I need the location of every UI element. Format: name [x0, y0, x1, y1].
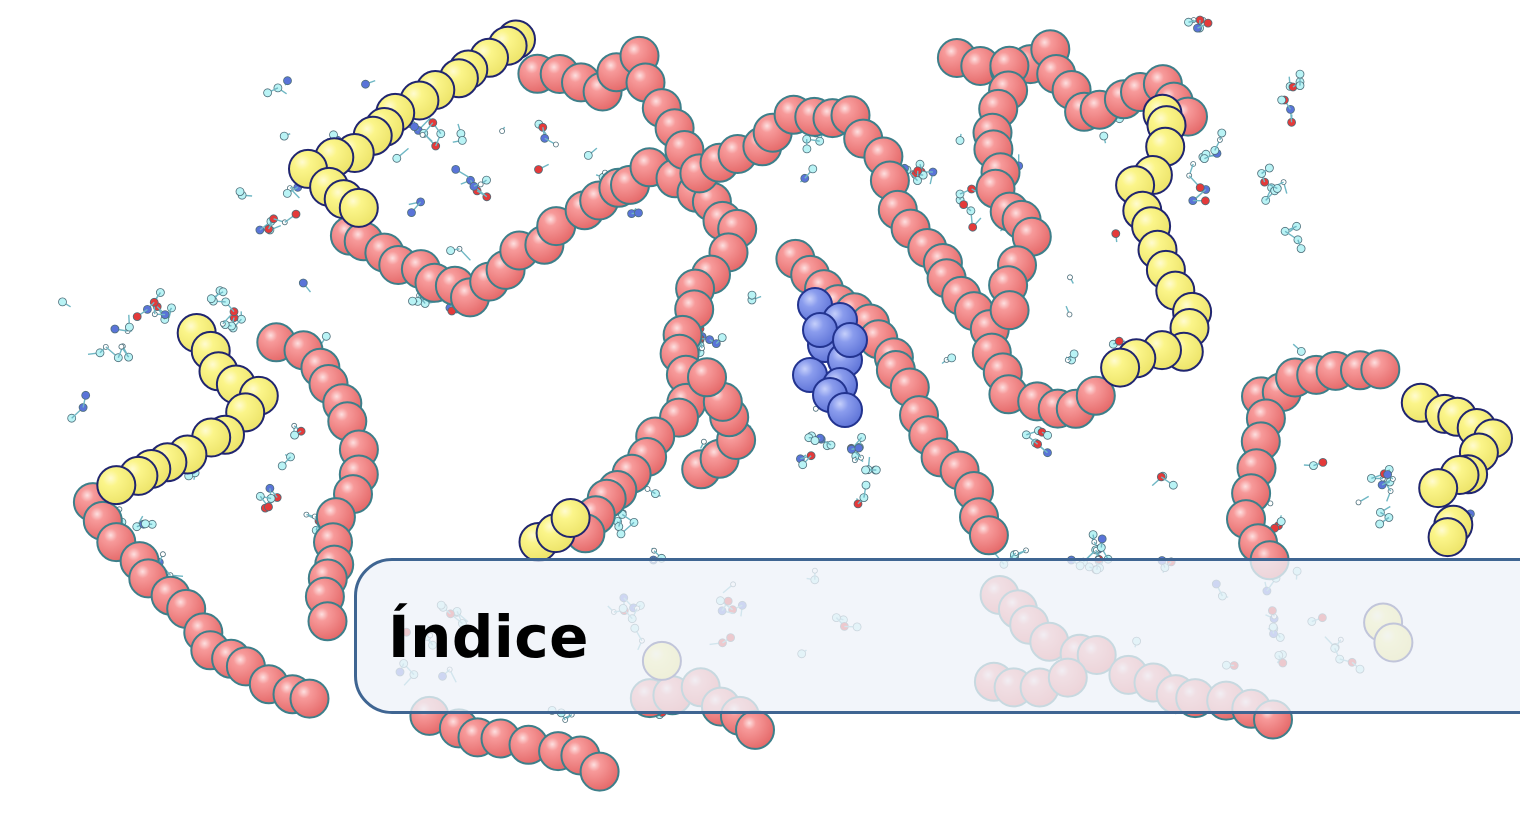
base-atom	[124, 322, 134, 332]
base-atom	[1111, 229, 1121, 239]
base-atom	[392, 153, 402, 163]
base-atom	[408, 296, 417, 306]
base-atom	[798, 460, 808, 470]
base-atom	[206, 294, 216, 304]
base-atom	[1067, 274, 1073, 281]
dna-backbone-spheres	[72, 29, 1401, 792]
base-atom	[290, 430, 300, 440]
backbone-sphere	[289, 678, 330, 719]
base-atom	[534, 165, 543, 174]
base-atom	[1295, 69, 1305, 79]
base-atom	[1276, 517, 1286, 526]
base-atom	[1069, 349, 1079, 359]
base-atom	[264, 502, 273, 512]
base-atom	[854, 443, 864, 453]
base-atom	[861, 480, 871, 490]
base-atom	[1318, 457, 1328, 467]
backbone-sphere	[989, 290, 1030, 331]
base-atom	[1217, 128, 1227, 138]
base-atom	[159, 551, 166, 558]
backbone-sphere	[579, 751, 620, 792]
terminal-sphere	[338, 187, 379, 228]
base-atom	[499, 128, 506, 135]
base-atom	[140, 519, 150, 529]
base-atom	[277, 461, 287, 471]
backbone-sphere	[307, 601, 348, 642]
base-atom	[1201, 196, 1210, 206]
terminal-sphere	[96, 465, 137, 506]
backbone-sphere	[735, 709, 775, 750]
base-atom	[968, 222, 978, 232]
base-atom	[717, 333, 727, 343]
base-atom	[409, 122, 419, 131]
base-atom	[282, 188, 292, 198]
ligand-sphere	[832, 322, 868, 358]
base-atom	[446, 246, 456, 256]
base-atom	[407, 208, 416, 218]
backbone-sphere	[687, 357, 727, 398]
backbone-sphere	[1360, 349, 1401, 390]
base-atom	[235, 187, 245, 197]
base-atom	[1066, 311, 1073, 318]
terminal-sphere	[1100, 347, 1141, 388]
base-atom	[291, 209, 301, 219]
base-atom	[1296, 244, 1306, 254]
base-atom	[1097, 534, 1107, 544]
base-atom	[263, 88, 273, 98]
base-atom	[451, 164, 461, 174]
base-atom	[959, 200, 968, 210]
base-atom	[701, 438, 707, 445]
base-atom	[955, 136, 965, 145]
base-atom	[1043, 430, 1052, 440]
base-atom	[634, 208, 643, 218]
base-atom	[616, 529, 626, 539]
ligand-sphere	[802, 312, 838, 348]
chapter-title-box	[354, 558, 1520, 714]
backbone-sphere	[1075, 375, 1116, 416]
base-atom	[81, 390, 91, 400]
base-atom	[583, 150, 593, 160]
base-atom	[808, 164, 818, 174]
base-atom	[1203, 18, 1213, 28]
base-atom	[1296, 346, 1306, 356]
base-atom	[553, 141, 559, 148]
base-atom	[477, 181, 484, 188]
base-atom	[118, 343, 125, 350]
chapter-title: Índice	[388, 603, 589, 671]
base-atom	[1277, 95, 1287, 105]
base-atom	[644, 486, 651, 492]
base-atom	[279, 131, 289, 141]
base-atom	[1099, 131, 1109, 141]
base-atom	[947, 353, 957, 363]
base-atom	[321, 331, 331, 341]
ligand-sphere	[827, 392, 863, 428]
terminal-sphere	[1427, 517, 1468, 558]
base-atom	[1265, 163, 1274, 173]
base-atom	[298, 278, 308, 288]
terminal-sphere	[1418, 468, 1459, 509]
bound-ligand	[792, 287, 868, 428]
base-atom	[361, 79, 370, 89]
base-atom	[1168, 480, 1178, 490]
base-atom	[810, 436, 820, 446]
base-atom	[1114, 336, 1124, 346]
base-atom	[283, 76, 292, 86]
base-atom	[132, 312, 142, 322]
base-atom	[861, 465, 870, 475]
base-atom	[1375, 519, 1385, 529]
base-atom	[1383, 470, 1392, 479]
base-atom	[58, 297, 67, 307]
backbone-sphere	[968, 515, 1009, 556]
base-atom	[747, 290, 757, 300]
base-atom	[419, 131, 426, 138]
base-atom	[1195, 183, 1205, 193]
base-atom	[457, 135, 467, 145]
base-atom	[1355, 499, 1362, 506]
terminal-sphere	[550, 498, 591, 538]
base-atom	[110, 324, 120, 334]
base-atom	[802, 144, 812, 154]
base-atom	[812, 405, 819, 412]
